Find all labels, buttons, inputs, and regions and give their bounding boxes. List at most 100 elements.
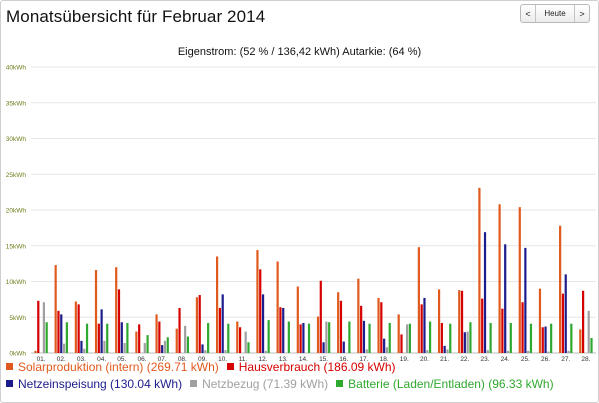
- bar-netzbezug: [163, 340, 167, 353]
- bar-solar: [94, 270, 98, 353]
- bar-solar: [579, 329, 582, 353]
- bar-solar: [559, 225, 562, 353]
- bar-solar: [478, 187, 481, 353]
- bar-netzeinspeisung: [80, 340, 83, 353]
- bar-batterie: [307, 323, 311, 353]
- bar-netzeinspeisung: [362, 320, 366, 353]
- bar-netzeinspeisung: [564, 274, 567, 353]
- bar-batterie: [65, 322, 68, 353]
- legend-item-netzeinspeisung[interactable]: Netzeinspeisung (130.04 kWh): [6, 377, 182, 391]
- bar-haus: [117, 289, 121, 353]
- bar-haus: [440, 322, 443, 353]
- legend-swatch: [336, 380, 344, 387]
- bar-netzeinspeisung: [282, 307, 285, 353]
- bar-batterie: [570, 323, 573, 353]
- bar-batterie: [529, 323, 533, 353]
- bar-batterie: [267, 320, 270, 353]
- legend-label: Solarproduktion (intern) (269.71 kWh): [18, 359, 219, 374]
- bar-netzeinspeisung: [383, 338, 386, 353]
- month-navigation: < Heute >: [520, 4, 590, 23]
- bar-batterie: [550, 323, 553, 353]
- bar-haus: [158, 321, 161, 353]
- bar-netzeinspeisung: [463, 332, 466, 353]
- legend-item-netzbezug[interactable]: Netzbezug (71.39 kWh): [190, 377, 328, 391]
- bar-batterie: [428, 321, 432, 353]
- bar-solar: [216, 256, 219, 353]
- legend-label: Netzbezug (71.39 kWh): [202, 376, 329, 391]
- bar-haus: [259, 269, 262, 353]
- previous-month-button[interactable]: <: [521, 5, 536, 22]
- bar-solar: [538, 288, 542, 353]
- chart-subtitle: Eigenstrom: (52 % / 136,42 kWh) Autarkie…: [177, 46, 422, 58]
- x-tick-label: 10.: [218, 356, 227, 363]
- bar-netzbezug: [547, 351, 550, 353]
- bar-haus: [339, 300, 343, 353]
- bar-batterie: [85, 323, 89, 353]
- bar-netzeinspeisung: [342, 341, 345, 353]
- bar-netzbezug: [486, 350, 489, 353]
- x-tick-label: 21.: [440, 356, 449, 363]
- legend-swatch: [6, 380, 13, 387]
- bar-haus: [77, 304, 80, 353]
- bar-solar: [437, 289, 441, 353]
- bar-solar: [195, 297, 199, 353]
- bar-batterie: [207, 322, 210, 353]
- bar-haus: [400, 334, 403, 353]
- x-tick-label: 17.: [359, 356, 368, 363]
- bar-netzbezug: [244, 331, 247, 353]
- x-tick-label: 27.: [561, 356, 570, 363]
- x-tick-label: 26.: [541, 356, 550, 363]
- next-month-button[interactable]: >: [579, 8, 585, 19]
- bar-netzbezug: [264, 350, 267, 353]
- bar-netzbezug: [143, 342, 146, 353]
- today-button[interactable]: Heute: [536, 5, 575, 22]
- bar-batterie: [328, 322, 331, 353]
- bar-netzeinspeisung: [201, 344, 204, 353]
- bar-solar: [155, 314, 158, 353]
- x-tick-label: 09.: [198, 356, 207, 363]
- legend-item-solar[interactable]: Solarproduktion (intern) (269.71 kWh): [6, 360, 219, 374]
- bar-haus: [481, 298, 484, 353]
- bar-batterie: [227, 323, 230, 353]
- bar-netzbezug: [406, 324, 409, 353]
- page-title: Monatsübersicht für Februar 2014: [6, 7, 266, 26]
- bar-netzbezug: [587, 310, 590, 353]
- bar-haus: [138, 324, 141, 353]
- legend-item-haus[interactable]: Hausverbrauch (186.09 kWh): [226, 360, 396, 374]
- bar-haus: [178, 307, 181, 353]
- x-tick-label: 12.: [259, 356, 268, 363]
- bar-solar: [54, 265, 57, 353]
- bar-netzeinspeisung: [544, 326, 547, 353]
- bar-batterie: [45, 322, 48, 353]
- bar-haus: [198, 295, 201, 353]
- bar-batterie: [489, 322, 492, 353]
- bar-solar: [397, 314, 400, 353]
- bar-netzbezug: [506, 350, 510, 353]
- bar-batterie: [186, 336, 190, 353]
- bar-netzeinspeisung: [161, 345, 164, 353]
- bar-netzeinspeisung: [221, 294, 224, 353]
- legend-item-batterie[interactable]: Batterie (Laden/Entladen) (96.33 kWh): [336, 377, 554, 391]
- bar-netzeinspeisung: [423, 297, 426, 353]
- bar-solar: [296, 286, 299, 353]
- bar-solar: [236, 321, 239, 353]
- x-tick-label: 15.: [319, 356, 328, 363]
- x-tick-label: 07.: [158, 356, 167, 363]
- x-tick-label: 18.: [380, 356, 389, 363]
- bar-netzbezug: [103, 340, 106, 353]
- bar-netzeinspeisung: [443, 345, 446, 353]
- legend-row: Solarproduktion (intern) (269.71 kWh) Hau…: [6, 358, 596, 375]
- bar-netzbezug: [184, 325, 187, 353]
- x-tick-label: 04.: [97, 356, 106, 363]
- y-tick-label: 15kWh: [6, 243, 27, 250]
- bar-netzbezug: [426, 350, 429, 353]
- x-tick-label: 19.: [400, 356, 409, 363]
- x-tick-label: 22.: [460, 356, 469, 363]
- bar-batterie: [590, 337, 593, 353]
- bar-netzbezug: [385, 347, 389, 353]
- legend-swatch: [226, 363, 234, 370]
- x-tick-label: 25.: [521, 356, 530, 363]
- bar-netzbezug: [466, 331, 469, 353]
- bar-haus: [299, 324, 302, 353]
